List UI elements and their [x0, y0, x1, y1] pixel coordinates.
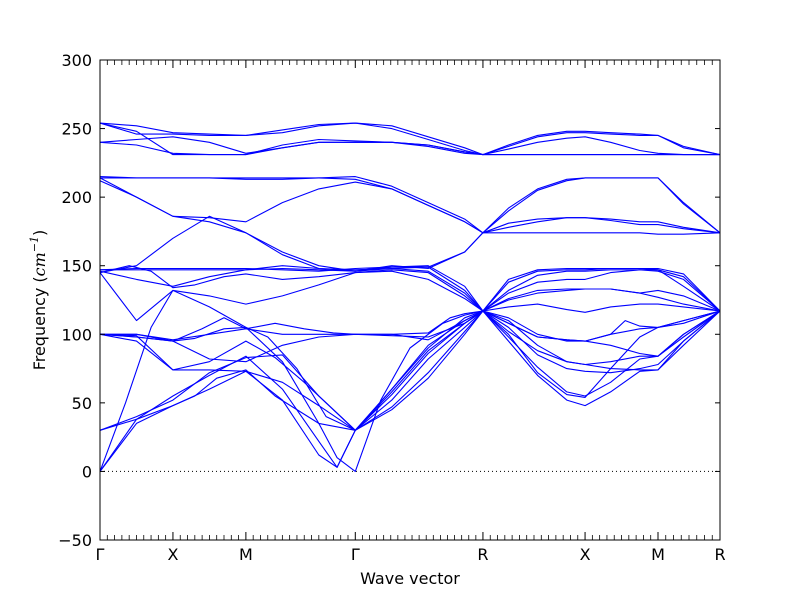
y-axis-unit-base: cm [30, 252, 49, 276]
y-tick-labels: −50 0 50 100 150 200 250 300 [58, 51, 92, 550]
y-axis-unit-exponent: −1 [28, 236, 41, 252]
y-tick-label: 50 [72, 394, 92, 413]
band-line-12 [99, 270, 721, 322]
band-line-6 [99, 310, 721, 431]
band-line-10 [100, 303, 721, 363]
band-line-8 [99, 310, 721, 431]
band-line-2 [99, 310, 721, 472]
band-line-3 [99, 289, 721, 472]
x-tick-label: X [167, 545, 178, 564]
y-axis-label: Frequency (cm−1) [28, 230, 49, 371]
y-tick-label: 100 [61, 325, 92, 344]
band-lines-layer [99, 122, 721, 472]
x-tick-label: X [580, 545, 591, 564]
band-line-1 [99, 310, 721, 472]
y-tick-label: 200 [61, 188, 92, 207]
y-tick-label: −50 [58, 531, 92, 550]
band-line-17 [99, 177, 721, 272]
y-tick-label: 150 [61, 257, 92, 276]
band-line-18 [99, 180, 721, 234]
plot-frame [99, 59, 721, 541]
band-line-13 [99, 265, 721, 312]
band-line-20 [99, 176, 721, 234]
band-line-26 [99, 122, 720, 156]
band-line-25 [99, 122, 721, 156]
x-tick-label: M [239, 545, 253, 564]
band-line-16 [99, 265, 721, 312]
x-tick-label: Γ [351, 545, 360, 564]
band-line-9 [99, 310, 721, 342]
x-tick-label: R [714, 545, 725, 564]
x-tick-label: M [651, 545, 665, 564]
band-line-14 [99, 267, 721, 312]
band-line-15 [100, 265, 721, 312]
y-axis-label-text: Frequency [30, 288, 49, 371]
x-tick-label: R [477, 545, 488, 564]
band-line-4 [99, 310, 721, 431]
y-axis-label-open-paren: ( [30, 276, 49, 282]
x-axis-label: Wave vector [360, 569, 460, 588]
x-tick-label: Γ [96, 545, 105, 564]
y-tick-label: 0 [82, 462, 92, 481]
y-tick-label: 250 [61, 120, 92, 139]
band-line-19 [100, 177, 721, 234]
band-line-21 [99, 215, 721, 274]
band-line-24 [99, 122, 721, 156]
y-tick-label: 300 [61, 51, 92, 70]
band-line-23 [99, 136, 720, 156]
y-axis-label-close-paren: ) [30, 230, 49, 236]
